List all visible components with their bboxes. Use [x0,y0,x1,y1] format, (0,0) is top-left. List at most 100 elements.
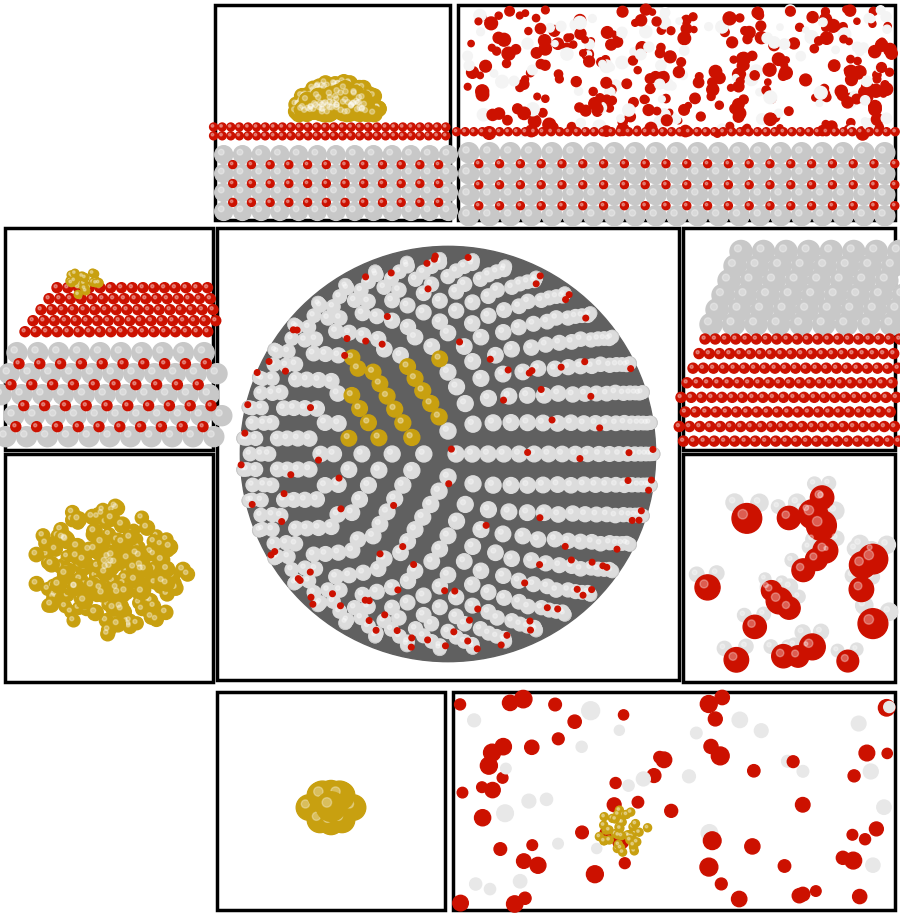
Circle shape [348,91,362,104]
Circle shape [245,404,248,407]
Circle shape [877,409,880,412]
Circle shape [457,635,471,648]
Circle shape [327,84,341,98]
Circle shape [499,328,504,332]
Circle shape [298,561,312,575]
Circle shape [522,76,528,82]
Circle shape [484,608,489,612]
Circle shape [850,577,874,601]
Circle shape [352,491,367,507]
Circle shape [493,108,505,119]
Circle shape [574,87,582,95]
Circle shape [348,89,363,103]
Circle shape [721,365,724,369]
Circle shape [312,813,320,821]
Circle shape [877,336,879,339]
Circle shape [556,21,566,31]
Circle shape [784,642,788,647]
Circle shape [891,128,899,135]
Circle shape [243,435,248,439]
Circle shape [616,806,624,814]
Circle shape [823,121,829,128]
Circle shape [323,87,339,103]
Circle shape [365,110,370,114]
Circle shape [311,101,317,106]
Circle shape [316,94,320,100]
Circle shape [885,334,895,344]
Circle shape [472,129,474,132]
Circle shape [252,435,256,438]
Circle shape [230,181,233,184]
Circle shape [320,96,336,113]
Circle shape [274,435,278,439]
Circle shape [842,654,849,662]
Circle shape [279,519,284,524]
Circle shape [316,102,331,119]
Circle shape [603,332,616,346]
Circle shape [345,108,350,113]
Circle shape [524,602,528,607]
Circle shape [700,314,722,336]
Circle shape [818,89,830,100]
Circle shape [99,579,113,594]
Circle shape [110,617,125,632]
Circle shape [858,349,868,359]
Circle shape [280,495,284,501]
Circle shape [884,607,889,612]
Circle shape [330,168,337,174]
Circle shape [323,108,328,113]
Circle shape [882,748,892,759]
Circle shape [591,447,607,461]
Circle shape [521,164,541,184]
Circle shape [435,354,440,360]
Circle shape [769,37,779,48]
Circle shape [790,640,795,645]
Circle shape [361,599,375,614]
Circle shape [362,92,367,97]
Circle shape [312,149,318,155]
Circle shape [310,99,326,115]
Circle shape [239,466,243,470]
Bar [5,228,213,450]
Circle shape [350,532,365,547]
Circle shape [710,365,714,369]
Circle shape [729,129,732,132]
Circle shape [665,804,678,817]
Circle shape [122,296,124,299]
Circle shape [803,407,814,417]
Circle shape [505,280,519,295]
Circle shape [399,123,407,131]
Circle shape [313,86,328,102]
Circle shape [313,297,325,310]
Circle shape [432,351,447,367]
Circle shape [727,318,734,325]
Circle shape [449,630,463,644]
Circle shape [16,389,22,395]
Circle shape [628,386,642,400]
Circle shape [620,850,623,852]
Circle shape [436,296,440,301]
Circle shape [268,374,273,379]
Circle shape [629,210,635,216]
Circle shape [99,389,105,395]
Circle shape [353,91,357,95]
Circle shape [587,309,590,314]
Circle shape [69,544,74,547]
Circle shape [342,568,356,583]
Circle shape [850,203,853,206]
Circle shape [342,76,357,91]
Circle shape [608,333,613,337]
Circle shape [615,823,623,831]
Circle shape [116,318,119,321]
Circle shape [642,128,650,135]
Circle shape [499,262,511,274]
Circle shape [644,416,657,429]
Circle shape [257,496,262,501]
Circle shape [524,622,527,627]
Circle shape [45,601,49,606]
Circle shape [308,86,323,101]
Circle shape [867,378,877,388]
Circle shape [95,589,100,593]
Circle shape [86,523,103,539]
Circle shape [809,161,812,164]
